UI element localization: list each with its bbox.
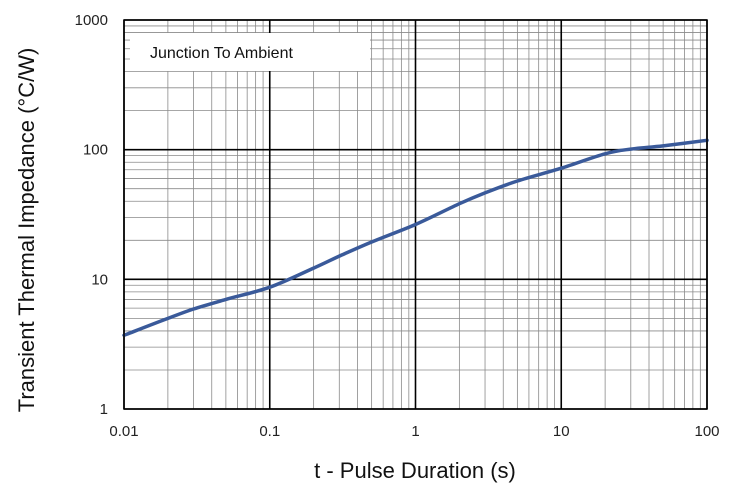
x-tick-label: 0.1 xyxy=(259,423,280,440)
y-tick-labels: 1 10 100 1000 xyxy=(75,12,108,418)
x-axis-title: t - Pulse Duration (s) xyxy=(314,458,516,483)
x-tick-label: 10 xyxy=(553,423,570,440)
x-tick-label: 1 xyxy=(411,423,419,440)
annotation-text: Junction To Ambient xyxy=(150,45,293,62)
x-tick-labels: 0.01 0.1 1 10 100 xyxy=(109,423,719,440)
y-tick-label: 1000 xyxy=(75,12,108,29)
plot-frame xyxy=(123,19,708,410)
series-group xyxy=(122,138,709,338)
series-line xyxy=(122,138,709,338)
x-tick-label: 100 xyxy=(694,423,719,440)
x-tick-label: 0.01 xyxy=(109,423,138,440)
y-axis-title: Transient Thermal Impedance (°C/W) xyxy=(14,48,39,413)
y-tick-label: 100 xyxy=(83,142,108,159)
y-tick-label: 10 xyxy=(91,271,108,288)
annotation-box: Junction To Ambient xyxy=(130,33,370,71)
grid xyxy=(123,19,708,410)
annotation-background xyxy=(130,33,370,71)
y-tick-label: 1 xyxy=(100,401,108,418)
